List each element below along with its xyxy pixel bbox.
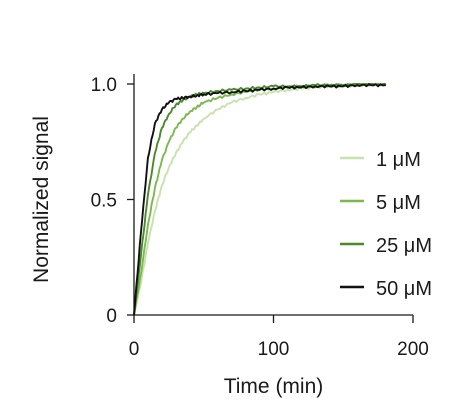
x-tick-label: 200 — [397, 339, 429, 360]
y-tick-label: 0 — [106, 306, 117, 327]
series-line — [133, 83, 387, 316]
series-lines — [133, 83, 387, 316]
series-line — [133, 83, 387, 316]
y-axis-label: Normalized signal — [30, 116, 53, 283]
y-ticks: 0 0.5 1.0 — [91, 75, 134, 327]
x-tick-label: 100 — [258, 339, 290, 360]
legend-label: 25 μM — [376, 235, 432, 257]
series-line — [133, 83, 387, 316]
y-tick-label: 1.0 — [91, 75, 117, 96]
legend-label: 50 μM — [376, 278, 432, 300]
series-line — [133, 83, 387, 316]
x-axis-label: Time (min) — [224, 375, 324, 398]
y-tick-label: 0.5 — [91, 191, 117, 212]
x-ticks: 0 100 200 — [129, 315, 429, 360]
axes — [133, 74, 413, 316]
legend-label: 1 μM — [376, 149, 421, 171]
legend-label: 5 μM — [376, 192, 421, 214]
x-tick-label: 0 — [129, 339, 140, 360]
legend: 1 μM 5 μM 25 μM 50 μM — [340, 149, 432, 300]
